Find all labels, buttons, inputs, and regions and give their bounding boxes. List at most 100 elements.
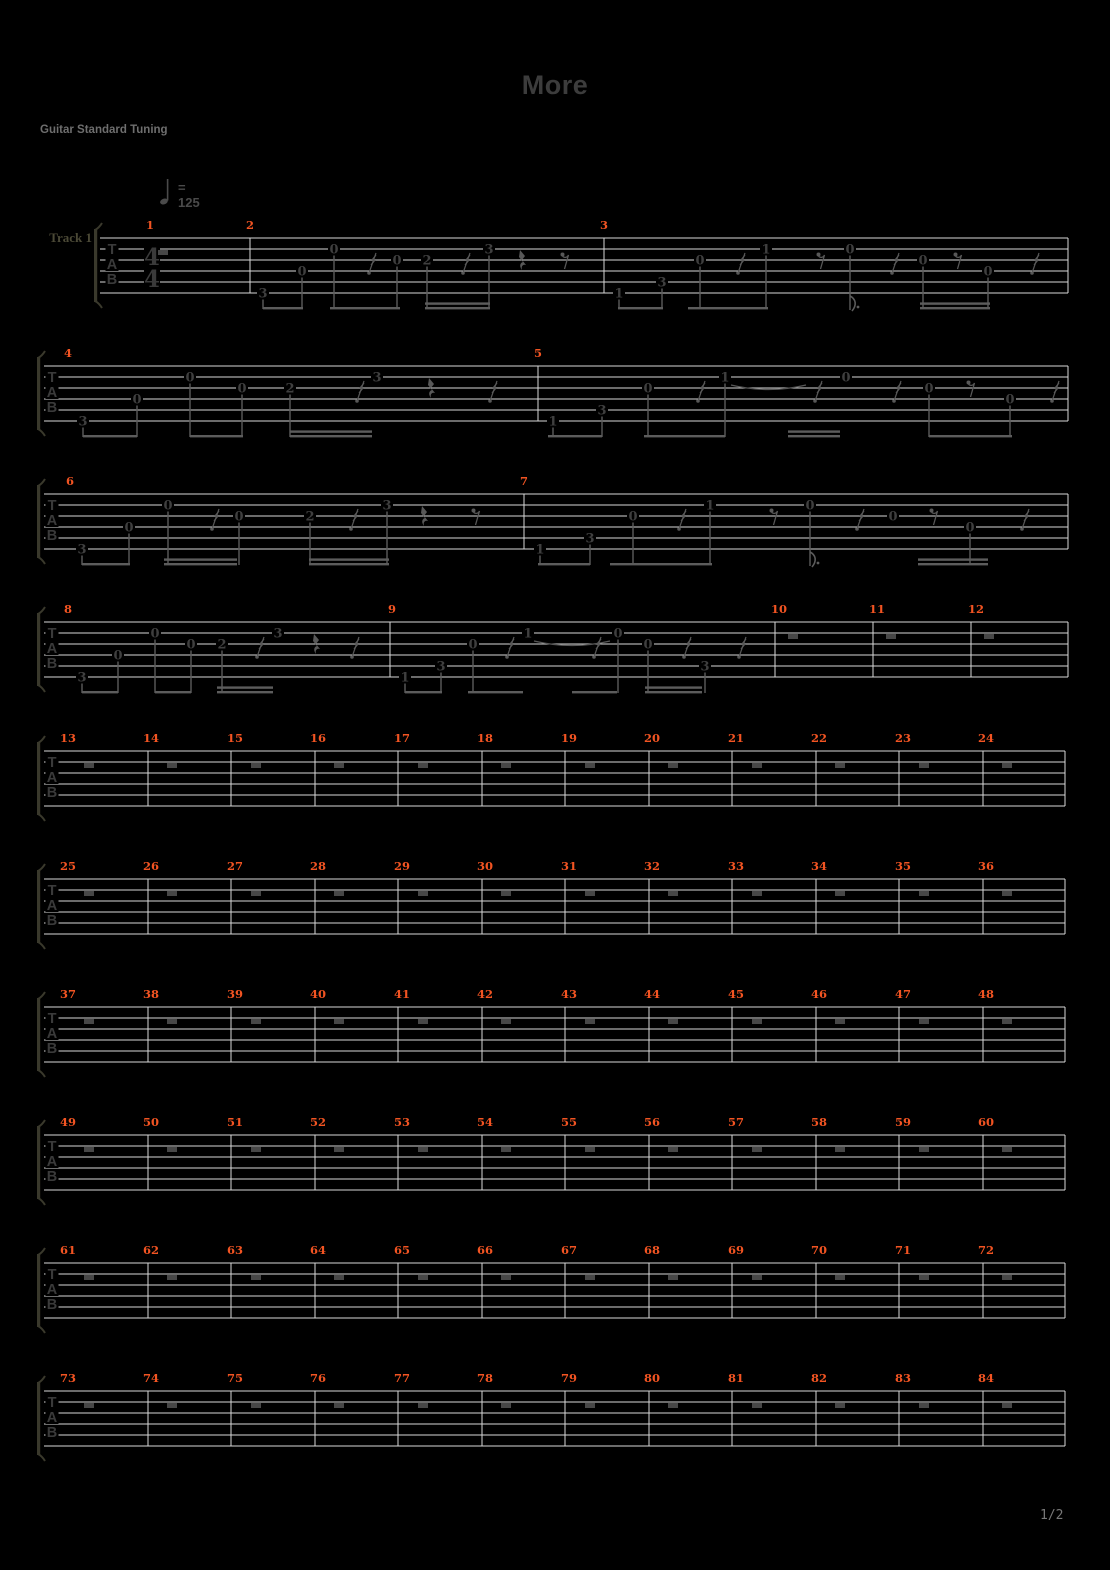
note-bg (435, 659, 447, 673)
measure-number: 74 (143, 1371, 159, 1385)
grace-flags (893, 254, 900, 266)
grace-flags (370, 254, 377, 266)
fret-number: 0 (888, 510, 897, 525)
beam (83, 435, 137, 438)
tab-clef-letter: T (48, 883, 57, 899)
grace-note (1050, 380, 1060, 403)
measure-number: 44 (644, 987, 660, 1001)
fret-number: 3 (258, 287, 267, 302)
eighth-rest-tail (930, 510, 939, 526)
eighth-rest (816, 252, 826, 270)
clef-bg (45, 755, 59, 769)
measure-number: 55 (561, 1115, 577, 1129)
measure-number: 16 (310, 731, 326, 745)
tempo-marking: = 125 (158, 176, 200, 210)
clef-bg (45, 1297, 59, 1311)
system-bracket (37, 485, 41, 558)
tab-system: TAB Track 1 44 1 2 3 3 0 0 0 2 3 1 3 0 1 0 0 0 (49, 218, 1069, 312)
grace-note (892, 380, 902, 403)
quarter-rest (519, 250, 526, 270)
grace-note (736, 252, 746, 275)
system-bracket (37, 742, 41, 815)
grace-note (488, 380, 498, 403)
tab-clef-letter: T (48, 1267, 57, 1283)
fret-number: 2 (285, 382, 294, 397)
fret-number: 1 (535, 543, 544, 558)
flag-curl (809, 551, 816, 568)
fret-number: 0 (113, 649, 122, 664)
grace-head (210, 527, 214, 531)
measure-number: 66 (477, 1243, 493, 1257)
tuning-label: Guitar Standard Tuning (40, 124, 168, 136)
whole-rest (334, 763, 344, 768)
whole-rest (334, 891, 344, 896)
tab-clef-letter: B (47, 1169, 57, 1185)
measure-number: 6 (66, 474, 74, 488)
whole-rest (752, 1019, 762, 1024)
whole-rest (1002, 1019, 1012, 1024)
fret-number: 2 (217, 638, 226, 653)
whole-rest (585, 1019, 595, 1024)
measure-number: 1 (146, 218, 154, 232)
whole-rest (501, 891, 511, 896)
grace-head (696, 399, 700, 403)
clef-bg (45, 1395, 59, 1409)
measure-number: 65 (394, 1243, 410, 1257)
whole-rest (334, 1403, 344, 1408)
note-bg (547, 414, 559, 428)
fret-number: 0 (805, 499, 814, 514)
note-bg (656, 275, 668, 289)
measure-number: 60 (978, 1115, 994, 1129)
grace-head (892, 399, 896, 403)
grace-note (367, 252, 377, 275)
measure-number: 21 (728, 731, 744, 745)
measure-number: 73 (60, 1371, 76, 1385)
grace-head (349, 527, 353, 531)
fret-number: 3 (436, 660, 445, 675)
beam-double (425, 302, 490, 305)
clef-bg (45, 385, 59, 399)
whole-rest (752, 1147, 762, 1152)
clef-bg (45, 656, 59, 670)
tab-clef-letter: A (47, 1410, 58, 1426)
clef-bg (45, 913, 59, 927)
whole-rest (919, 1403, 929, 1408)
clef-bg (45, 626, 59, 640)
measure-number: 32 (644, 859, 660, 873)
whole-rest (1002, 1147, 1012, 1152)
grace-note (592, 636, 602, 659)
note-bg (719, 370, 731, 384)
note-bg (284, 381, 296, 395)
measure-number: 52 (310, 1115, 326, 1129)
fret-number: 0 (237, 382, 246, 397)
tab-system: TAB 73 74 75 76 77 78 79 80 81 82 83 84 (37, 1371, 1066, 1462)
measure-number: 24 (978, 731, 994, 745)
beam (290, 435, 372, 438)
whole-rest (1002, 1275, 1012, 1280)
eighth-rest-tail (967, 382, 976, 398)
whole-rest (585, 891, 595, 896)
beam (645, 691, 702, 694)
note-bg (272, 626, 284, 640)
measure-number: 77 (394, 1371, 410, 1385)
system-bracket (37, 870, 41, 943)
beam (405, 691, 442, 694)
note-bg (642, 637, 654, 651)
note-bg (699, 659, 711, 673)
fret-number: 3 (585, 532, 594, 547)
tab-clef-letter: B (47, 1425, 57, 1441)
beam (918, 563, 988, 566)
whole-rest (418, 1275, 428, 1280)
system-bracket-hooks (37, 863, 46, 950)
fret-number: 0 (124, 521, 133, 536)
system-bracket-hooks (37, 991, 46, 1078)
grace-head (737, 655, 741, 659)
whole-rest (919, 1019, 929, 1024)
tab-clef-letter: B (47, 1297, 57, 1313)
grace-note (1020, 508, 1030, 531)
beam-double (918, 558, 988, 561)
beam-double (920, 302, 990, 305)
whole-rest (501, 1147, 511, 1152)
